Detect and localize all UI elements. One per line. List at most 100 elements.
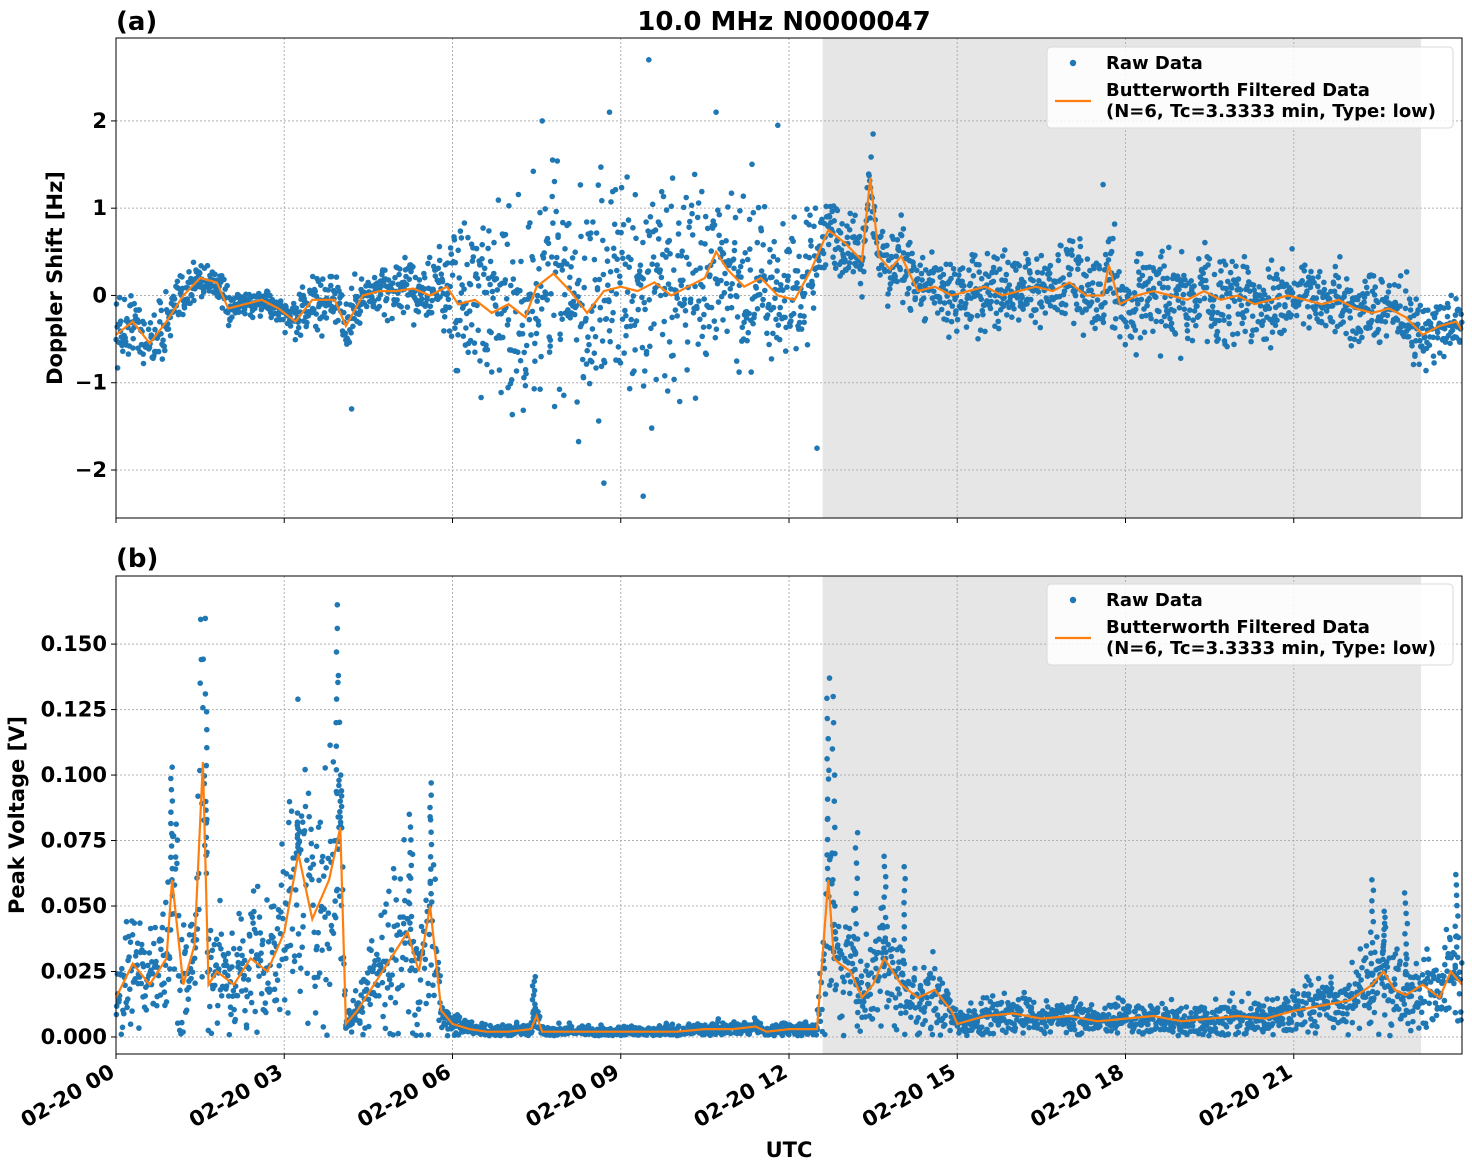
raw-data-point <box>1402 305 1409 312</box>
raw-data-point <box>694 214 701 221</box>
raw-data-point <box>127 939 134 945</box>
raw-data-point <box>646 57 652 63</box>
raw-data-point <box>327 742 333 748</box>
raw-data-point <box>1055 252 1061 258</box>
raw-data-point <box>906 285 912 292</box>
raw-data-point <box>478 394 484 401</box>
raw-data-point <box>760 242 766 248</box>
raw-data-point <box>1306 325 1312 331</box>
raw-data-point <box>937 266 944 272</box>
raw-data-point <box>822 262 829 268</box>
raw-data-point <box>318 282 324 289</box>
raw-data-point <box>1188 1010 1194 1016</box>
raw-data-point <box>1189 1023 1196 1029</box>
raw-data-point <box>801 290 808 297</box>
raw-data-point <box>1150 285 1157 292</box>
raw-data-point <box>669 175 676 181</box>
raw-data-point <box>393 957 399 963</box>
raw-data-point <box>878 233 884 239</box>
raw-data-point <box>1047 303 1054 309</box>
raw-data-point <box>1001 990 1008 997</box>
raw-data-point <box>493 303 499 310</box>
raw-data-point <box>948 275 954 282</box>
raw-data-point <box>473 245 480 252</box>
raw-data-point <box>502 277 509 283</box>
raw-data-point <box>932 1005 939 1012</box>
raw-data-point <box>1136 276 1143 283</box>
raw-data-point <box>730 256 737 263</box>
raw-data-point <box>650 254 657 260</box>
raw-data-point <box>1083 273 1089 279</box>
raw-data-point <box>863 931 870 937</box>
raw-data-point <box>1153 318 1159 325</box>
raw-data-point <box>364 970 371 976</box>
raw-data-point <box>566 220 572 227</box>
raw-data-point <box>840 989 847 996</box>
raw-data-point <box>397 266 403 272</box>
raw-data-point <box>867 991 874 998</box>
raw-data-point <box>534 298 540 304</box>
raw-data-point <box>823 203 829 210</box>
raw-data-point <box>1426 342 1433 349</box>
raw-data-point <box>686 261 692 268</box>
raw-data-point <box>1456 339 1463 345</box>
raw-data-point <box>934 1012 941 1018</box>
raw-data-point <box>287 323 294 329</box>
raw-data-point <box>623 332 629 339</box>
raw-data-point <box>942 1022 948 1028</box>
raw-data-point <box>212 982 218 989</box>
raw-data-point <box>592 333 599 340</box>
raw-data-point <box>1133 1021 1139 1028</box>
raw-data-point <box>508 377 515 383</box>
raw-data-point <box>907 239 913 246</box>
raw-data-point <box>1191 308 1198 314</box>
raw-data-point <box>801 319 807 326</box>
raw-data-point <box>292 336 299 343</box>
raw-data-point <box>832 936 839 942</box>
raw-data-point <box>1362 278 1368 285</box>
raw-data-point <box>1184 322 1190 328</box>
raw-data-point <box>118 1031 125 1038</box>
raw-data-point <box>1319 319 1325 326</box>
raw-data-point <box>295 696 301 702</box>
raw-data-point <box>398 304 405 310</box>
raw-data-point <box>835 955 842 962</box>
raw-data-point <box>683 194 689 201</box>
raw-data-point <box>720 317 726 323</box>
raw-data-point <box>1143 312 1149 319</box>
raw-data-point <box>738 274 744 280</box>
raw-data-point <box>315 929 322 936</box>
raw-data-point <box>600 237 606 244</box>
raw-data-point <box>309 273 316 280</box>
raw-data-point <box>186 984 192 991</box>
raw-data-point <box>701 296 707 302</box>
raw-data-point <box>610 245 617 252</box>
raw-data-point <box>908 1014 914 1021</box>
raw-data-point <box>940 271 947 278</box>
raw-data-point <box>700 284 706 290</box>
raw-data-point <box>127 986 133 992</box>
raw-data-point <box>481 271 487 278</box>
raw-data-point <box>586 380 593 387</box>
raw-data-point <box>794 285 800 292</box>
raw-data-point <box>315 824 322 830</box>
raw-data-point <box>856 998 862 1005</box>
raw-data-point <box>1321 286 1328 293</box>
raw-data-point <box>297 332 304 339</box>
raw-data-point <box>807 237 814 244</box>
raw-data-point <box>494 287 501 293</box>
raw-data-point <box>379 934 385 941</box>
raw-data-point <box>459 282 465 288</box>
raw-data-point <box>859 294 865 300</box>
raw-data-point <box>432 273 439 279</box>
raw-data-point <box>381 312 388 318</box>
raw-data-point <box>719 239 725 246</box>
raw-data-point <box>1077 243 1084 250</box>
raw-data-point <box>731 239 738 246</box>
raw-data-point <box>390 1032 396 1038</box>
raw-data-point <box>904 291 911 297</box>
raw-data-point <box>914 267 920 274</box>
raw-data-point <box>1174 1014 1180 1020</box>
raw-data-point <box>545 261 551 267</box>
raw-data-point <box>648 325 654 332</box>
